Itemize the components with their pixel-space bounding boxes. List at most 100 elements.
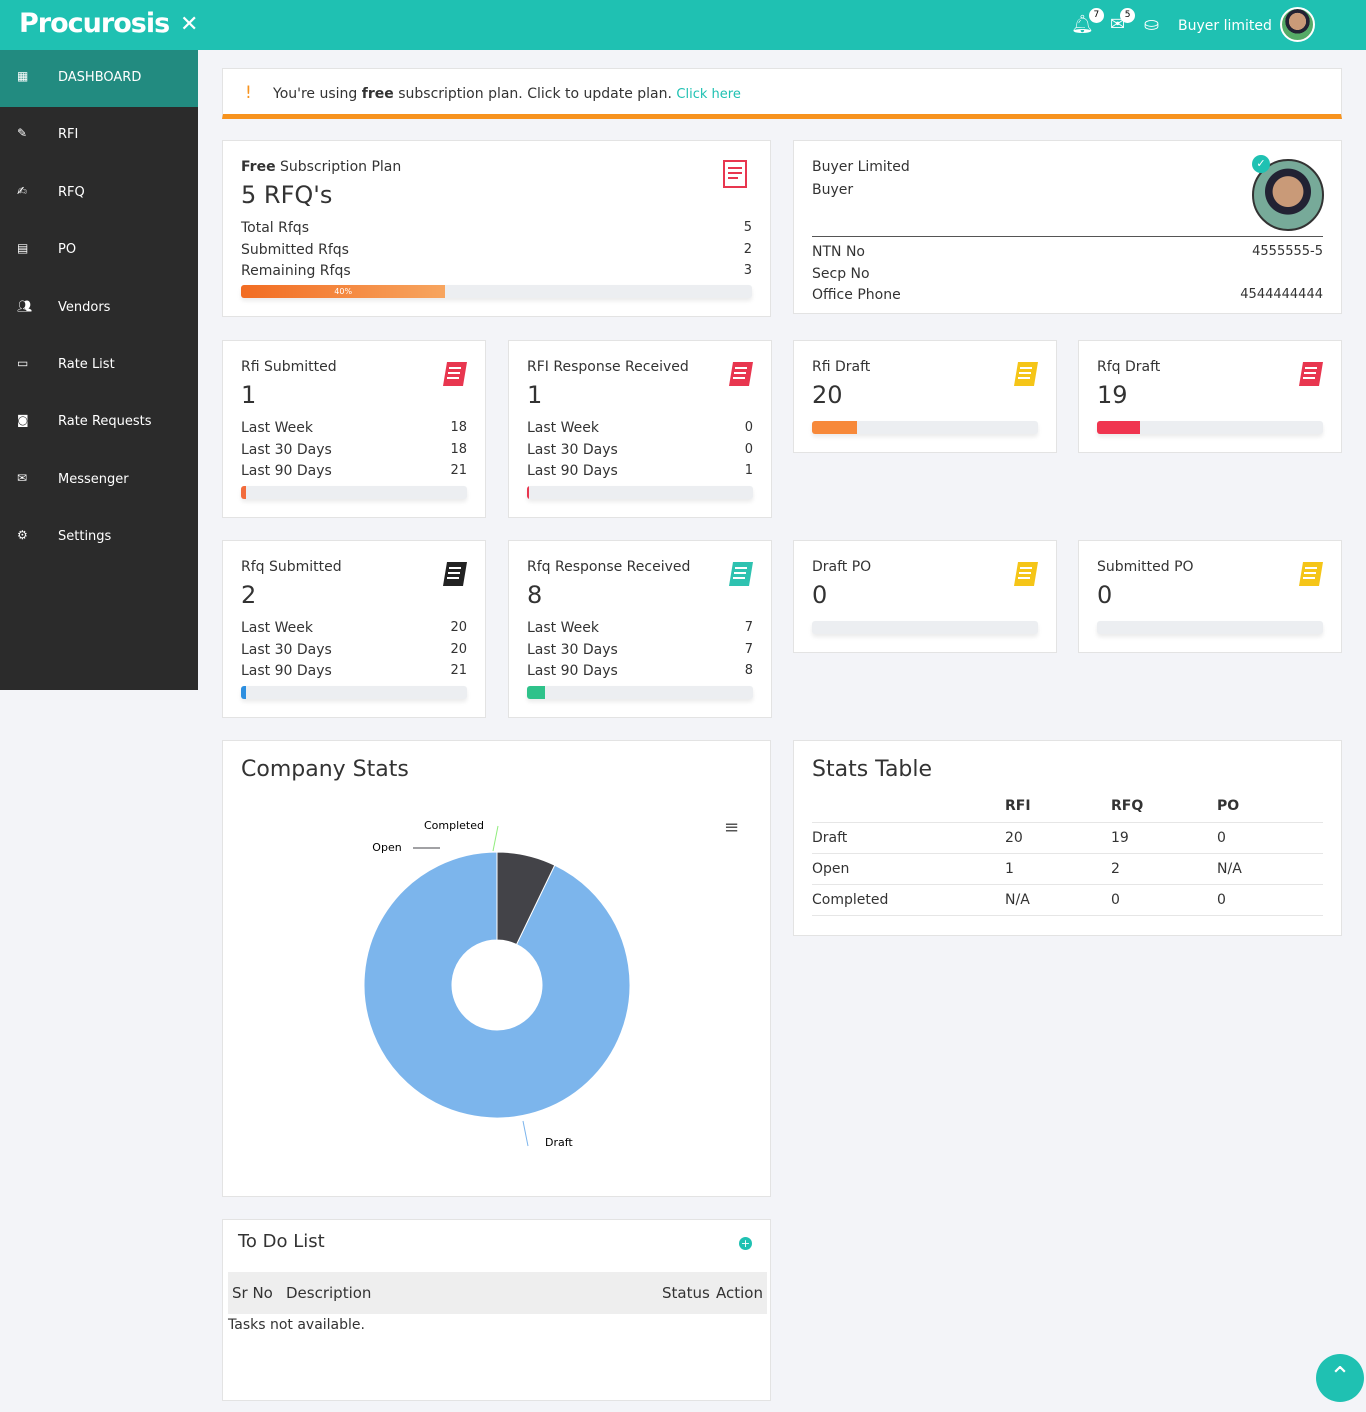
sidebar-item-rfq[interactable]: ✍ RFQ	[0, 165, 198, 222]
book-icon	[1299, 562, 1323, 586]
table-cell: N/A	[1217, 853, 1323, 885]
table-row: Open 1 2 N/A	[812, 853, 1323, 885]
stat-card: Rfi Draft 20	[793, 340, 1057, 453]
user-name[interactable]: Buyer limited	[1178, 18, 1272, 34]
row-label: Last Week	[527, 620, 599, 636]
money-icon: ◙	[17, 413, 29, 428]
card-progress-bar	[241, 686, 467, 699]
row-label: Last 90 Days	[241, 463, 332, 479]
card-title: Rfi Draft	[812, 359, 871, 375]
book-icon	[1014, 562, 1038, 586]
sidebar-item-settings[interactable]: ⚙ Settings	[0, 509, 198, 566]
todo-header-row: Sr No Description Status Action	[228, 1272, 767, 1314]
stat-card: RFI Response Received 1 Last Week 0 Last 3…	[508, 340, 772, 518]
row-label: Last Week	[241, 420, 313, 436]
row-value: 3	[743, 263, 752, 278]
sidebar-item-rate-requests[interactable]: ◙ Rate Requests	[0, 394, 198, 451]
connector-line	[522, 1120, 529, 1147]
card-value: 1	[241, 381, 257, 409]
book-icon	[443, 362, 467, 386]
slice-draft[interactable]	[363, 851, 631, 1119]
table-cell: Draft	[812, 822, 1005, 854]
update-plan-link[interactable]: Click here	[676, 87, 741, 102]
scroll-top-button[interactable]: ⌃	[1316, 1354, 1364, 1402]
card-title: Rfq Submitted	[241, 559, 342, 575]
row-label: Total Rfqs	[241, 220, 309, 236]
divider	[812, 236, 1323, 237]
sidebar-item-vendors[interactable]: 👥︎ Vendors	[0, 280, 198, 337]
sidebar-item-dashboard[interactable]: ▦ DASHBOARD	[0, 50, 198, 107]
card-title: Draft PO	[812, 559, 872, 575]
table-cell: Completed	[812, 884, 1005, 916]
card-value: 8	[527, 581, 543, 609]
sidebar-item-label: Vendors	[58, 299, 111, 315]
card-progress-bar	[527, 486, 753, 499]
stat-card: Draft PO 0	[793, 540, 1057, 653]
table-cell: 1	[1005, 853, 1111, 885]
row-label: Submitted Rfqs	[241, 241, 349, 258]
data-label: Open	[372, 841, 401, 854]
list-icon: ▭	[17, 356, 29, 370]
card-value: 0	[812, 581, 828, 609]
logo[interactable]: Procurosis	[19, 8, 170, 39]
col-sr-no: Sr No	[232, 1284, 273, 1302]
todo-empty: Tasks not available.	[228, 1317, 365, 1333]
row-value: 20	[450, 620, 467, 635]
row-value: 5	[743, 220, 752, 235]
card-progress-bar	[241, 486, 467, 499]
sidebar-item-rfi[interactable]: ✎ RFI	[0, 107, 198, 164]
row-value: 8	[744, 663, 753, 678]
handshake-money-icon[interactable]: ⛀	[1144, 14, 1160, 35]
row-label: Remaining Rfqs	[241, 263, 351, 279]
row-value: 0	[744, 441, 753, 457]
row-label: Last 90 Days	[241, 663, 332, 679]
sidebar-item-po[interactable]: ▤ PO	[0, 222, 198, 279]
row-value: 18	[450, 420, 467, 435]
stat-card: Rfq Submitted 2 Last Week 20 Last 30 Days 2…	[222, 540, 486, 718]
document-icon: ▤	[17, 241, 29, 256]
todo-title: To Do List	[238, 1231, 325, 1252]
plan-progress-fill: 40%	[241, 285, 446, 298]
edit-icon: ✎	[17, 126, 28, 141]
row-label: Last Week	[241, 620, 313, 636]
sidebar-item-label: DASHBOARD	[58, 70, 142, 85]
table-row: Completed N/A 0 0	[812, 884, 1323, 916]
sidebar-item-rate-list[interactable]: ▭ Rate List	[0, 337, 198, 394]
bell-icon[interactable]: 🔔︎ 7	[1071, 8, 1104, 35]
verified-icon: ✓	[1252, 155, 1270, 173]
table-header-row: RFI RFQ PO	[812, 791, 1323, 823]
sidebar-item-messenger[interactable]: ✉ Messenger	[0, 452, 198, 509]
stats-table: RFI RFQ PO Draft 20 19 0 Open 1 2 N/A Completed N/A 0…	[812, 791, 1323, 916]
stat-card: Submitted PO 0	[1078, 540, 1342, 653]
card-progress-bar	[812, 621, 1038, 634]
users-icon: 👥︎	[17, 298, 33, 313]
add-task-icon[interactable]: +	[739, 1237, 752, 1250]
sidebar-item-label: RFI	[58, 127, 79, 143]
table-cell: 2	[1111, 853, 1217, 885]
row-value: 1	[744, 463, 753, 478]
stat-card: Rfq Draft 19	[1078, 340, 1342, 453]
book-icon	[443, 562, 467, 586]
col-status: Status	[662, 1284, 710, 1302]
slice-open[interactable]	[496, 851, 556, 946]
book-icon	[1299, 362, 1323, 386]
row-label: Last 90 Days	[527, 463, 618, 479]
top-bar: Procurosis ✕ 🔔︎ 7 ✉ 5 ⛀ Buyer limited	[0, 0, 1366, 50]
card-progress-fill	[812, 421, 858, 434]
card-progress-fill	[527, 686, 546, 699]
company-name: Buyer Limited	[812, 159, 910, 175]
stat-card: Rfq Response Received 8 Last Week 7 Last 3…	[508, 540, 772, 718]
row-value: 7	[744, 620, 753, 635]
book-icon	[729, 562, 753, 586]
sidebar-item-label: Settings	[58, 529, 112, 545]
close-sidebar-icon[interactable]: ✕	[180, 12, 199, 37]
data-label: Draft	[545, 1136, 573, 1149]
notification-badge: 7	[1088, 8, 1104, 23]
table-cell: N/A	[1005, 884, 1111, 916]
chart-menu-icon[interactable]: ≡	[724, 817, 740, 838]
plan-title: Free Subscription Plan	[241, 159, 402, 175]
avatar[interactable]	[1280, 7, 1315, 42]
row-value: 4555555-5	[1252, 244, 1323, 259]
message-icon[interactable]: ✉ 5	[1110, 8, 1136, 35]
table-header: RFQ	[1111, 791, 1217, 823]
